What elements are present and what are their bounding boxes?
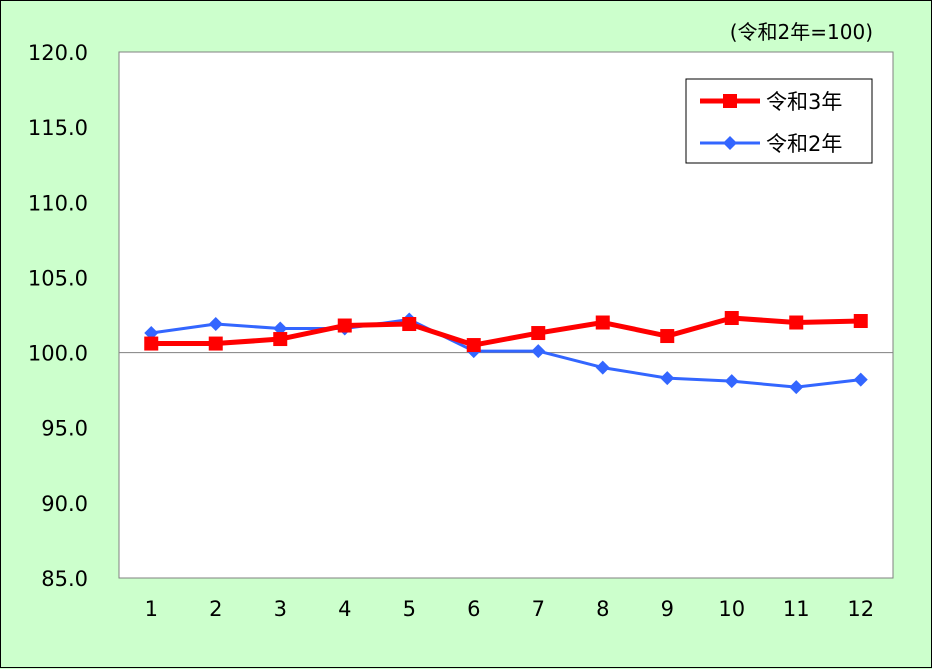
x-tick-label: 3 (274, 597, 287, 621)
x-tick-label: 8 (596, 597, 609, 621)
x-tick-label: 7 (532, 597, 545, 621)
y-tick-label: 115.0 (28, 116, 88, 140)
data-point-series-0 (660, 329, 675, 344)
y-tick-label: 100.0 (28, 342, 88, 366)
x-tick-label: 4 (338, 597, 351, 621)
x-tick-label: 6 (467, 597, 480, 621)
x-tick-label: 11 (783, 597, 810, 621)
legend-label-series-0: 令和3年 (766, 90, 842, 114)
y-tick-label: 90.0 (41, 492, 88, 516)
data-point-series-1 (531, 344, 546, 359)
data-point-series-0 (144, 336, 159, 351)
data-point-series-1 (853, 372, 868, 387)
series-line-1 (151, 318, 861, 389)
data-point-series-0 (402, 317, 417, 332)
data-point-series-0 (273, 332, 288, 347)
y-tick-label: 85.0 (41, 567, 88, 591)
unit-note: (令和2年=100) (730, 20, 873, 44)
data-point-series-0 (595, 315, 610, 330)
y-tick-label: 105.0 (28, 266, 88, 290)
x-tick-label: 2 (209, 597, 222, 621)
legend: 令和3年 令和2年 (685, 78, 873, 164)
data-point-series-1 (208, 317, 223, 332)
data-point-series-0 (789, 315, 804, 330)
data-point-series-1 (724, 374, 739, 389)
data-point-series-1 (595, 360, 610, 375)
data-point-series-1 (273, 321, 288, 336)
y-tick-label: 95.0 (41, 417, 88, 441)
y-tick-label: 110.0 (28, 191, 88, 215)
data-point-series-0 (724, 311, 739, 326)
data-point-series-1 (660, 371, 675, 386)
x-tick-label: 10 (718, 597, 745, 621)
x-tick-label: 12 (847, 597, 874, 621)
data-point-series-1 (144, 326, 159, 341)
legend-marker-series-0 (723, 94, 737, 108)
x-tick-label: 9 (661, 597, 674, 621)
data-point-series-0 (531, 326, 546, 341)
x-tick-label: 1 (145, 597, 158, 621)
x-tick-label: 5 (403, 597, 416, 621)
legend-marker-series-1 (723, 136, 737, 150)
data-point-series-1 (789, 380, 804, 395)
legend-box (685, 78, 873, 164)
legend-label-series-1: 令和2年 (766, 132, 842, 156)
series-line-0 (151, 315, 861, 348)
data-point-series-0 (208, 336, 223, 351)
y-tick-label: 120.0 (28, 41, 88, 65)
data-point-series-0 (337, 318, 352, 333)
data-point-series-0 (853, 314, 868, 329)
data-point-series-0 (466, 338, 481, 353)
